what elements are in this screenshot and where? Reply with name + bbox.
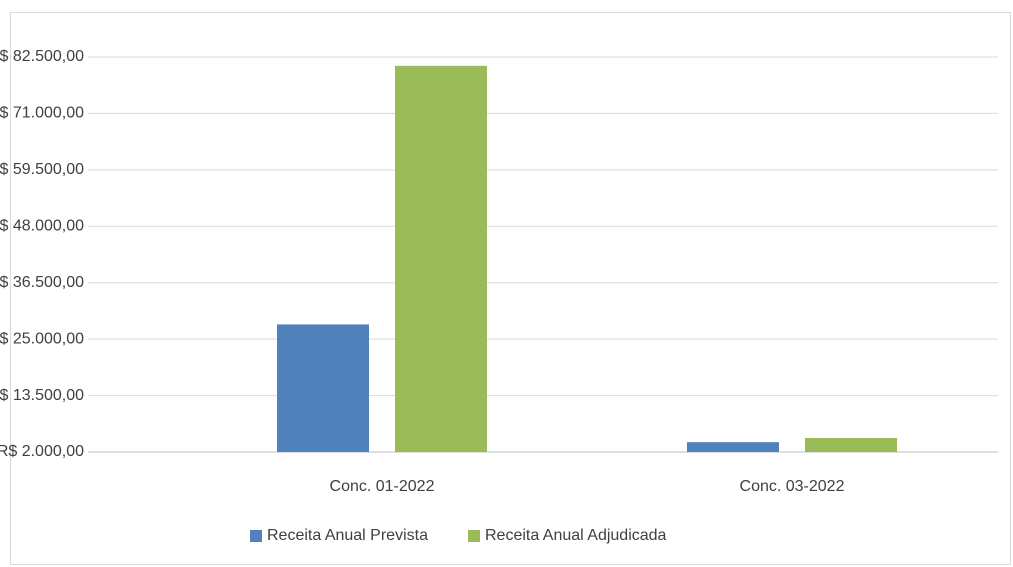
bar — [687, 442, 779, 452]
x-tick-label: Conc. 01-2022 — [330, 478, 435, 495]
y-tick-label: R$ 13.500,00 — [0, 387, 84, 404]
legend-swatch — [250, 530, 262, 542]
bar — [395, 65, 487, 452]
legend-label: Receita Anual Prevista — [267, 527, 428, 544]
y-tick-label: R$ 2.000,00 — [0, 443, 84, 460]
x-tick-label: Conc. 03-2022 — [740, 478, 845, 495]
y-tick-label: R$ 82.500,00 — [0, 48, 84, 65]
y-tick-label: R$ 25.000,00 — [0, 330, 84, 347]
y-tick-label: R$ 71.000,00 — [0, 105, 84, 122]
bar — [805, 438, 897, 452]
legend-label: Receita Anual Adjudicada — [485, 527, 667, 544]
y-tick-label: R$ 36.500,00 — [0, 274, 84, 291]
bar — [277, 324, 369, 452]
legend-swatch — [467, 530, 480, 542]
y-tick-label: R$ 59.500,00 — [0, 161, 84, 178]
chart-border — [10, 12, 1011, 565]
y-tick-label: R$ 48.000,00 — [0, 218, 84, 235]
